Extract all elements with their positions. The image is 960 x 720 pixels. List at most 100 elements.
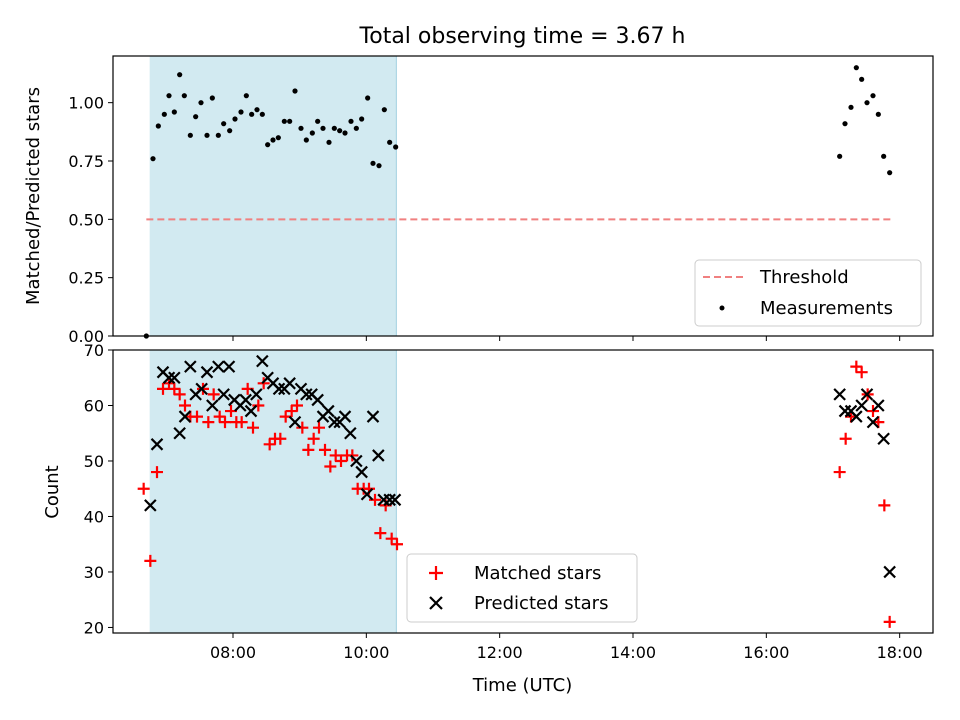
bottom-y-tick-label: 30: [84, 563, 104, 582]
top-x-ticks: [232, 336, 901, 341]
measurement-point: [171, 109, 177, 115]
predicted-star-point: [239, 393, 252, 407]
measurement-point: [320, 125, 326, 131]
matched-star-point: [335, 454, 347, 467]
measurement-point: [232, 116, 238, 122]
top-y-ticks: 0.00 0.25 0.50 0.75 1.00: [68, 94, 113, 346]
measurement-point: [842, 121, 848, 127]
measurement-point: [326, 139, 332, 145]
measurement-point: [337, 128, 343, 134]
predicted-star-point: [350, 454, 363, 468]
matched-star-point: [291, 399, 303, 412]
measurement-point: [265, 142, 271, 148]
top-shaded-interval: [149, 56, 397, 336]
predicted-star-point: [872, 399, 885, 412]
predicted-star-point: [272, 382, 286, 396]
measurement-point: [193, 114, 199, 120]
matched-star-point: [263, 438, 276, 451]
matched-star-point: [883, 615, 896, 628]
predicted-star-point: [162, 371, 176, 385]
matched-star-point: [173, 388, 186, 401]
predicted-star-point: [212, 360, 225, 373]
matched-star-point: [833, 466, 846, 479]
predicted-legend-swatch: [429, 596, 443, 610]
matched-star-point: [202, 416, 215, 429]
predicted-star-point: [311, 393, 324, 407]
matched-star-point: [168, 382, 181, 395]
matched-star-point: [191, 410, 203, 423]
predicted-star-point: [206, 399, 219, 412]
matched-star-point: [285, 405, 298, 418]
predicted-star-point: [222, 360, 236, 373]
measurement-point: [275, 135, 281, 141]
matched-star-point: [235, 416, 248, 429]
predicted-star-point: [833, 388, 846, 401]
measurement-point: [292, 88, 298, 94]
predicted-star-point: [173, 426, 186, 440]
measurement-point: [864, 100, 870, 106]
predicted-legend-label: Predicted stars: [474, 593, 608, 614]
matched-star-point: [179, 399, 191, 412]
bottom-x-tick-label: 14:00: [610, 643, 656, 662]
predicted-star-point: [344, 426, 357, 440]
measurement-point: [309, 130, 315, 136]
measurement-point: [381, 107, 387, 113]
measurement-point: [370, 160, 376, 166]
predicted-star-point: [866, 415, 880, 429]
bottom-y-tick-label: 60: [84, 396, 104, 415]
measurement-point: [315, 118, 321, 124]
measurement-point: [342, 130, 348, 136]
measurement-point: [387, 139, 393, 145]
bottom-y-axis-label: Count: [42, 465, 63, 518]
matched-star-point: [137, 482, 150, 495]
matched-star-point: [207, 388, 220, 401]
matched-legend-swatch: [429, 566, 443, 580]
predicted-star-point: [283, 377, 296, 390]
measurement-point: [249, 111, 255, 117]
measurement-point: [353, 125, 359, 131]
bottom-axes-frame: [112, 349, 934, 634]
measurement-point: [881, 153, 887, 159]
predicted-star-point: [355, 465, 368, 479]
measurement-point: [870, 93, 876, 99]
bottom-x-tick-label: 12:00: [477, 643, 523, 662]
measurement-point: [848, 104, 854, 110]
matched-star-point: [252, 399, 265, 412]
predicted-star-point: [244, 404, 258, 418]
matched-star-point: [213, 410, 226, 423]
measurement-point: [209, 95, 215, 101]
predicted-star-point: [860, 388, 874, 401]
bottom-x-tick-label: 08:00: [210, 643, 256, 662]
bottom-series: [137, 354, 896, 628]
measurement-point: [331, 125, 337, 131]
bottom-x-tick-label: 16:00: [743, 643, 789, 662]
top-y-tick-label: 0.25: [68, 269, 104, 288]
matched-star-point: [324, 460, 337, 473]
matched-star-point: [855, 366, 868, 379]
bottom-legend: Matched stars Predicted stars: [406, 553, 638, 623]
top-y-tick-label: 0.00: [68, 327, 104, 346]
matched-stars-series: [137, 360, 896, 628]
predicted-star-point: [366, 410, 380, 423]
matched-legend-label: Matched stars: [474, 563, 601, 584]
measurement-point: [875, 111, 881, 117]
matched-star-point: [157, 382, 169, 395]
matched-star-point: [151, 466, 163, 479]
bottom-y-tick-label: 20: [84, 618, 104, 637]
predicted-star-point: [383, 493, 396, 507]
bottom-legend-box: [406, 553, 638, 623]
x-axis-label: Time (UTC): [472, 675, 573, 696]
matched-star-point: [878, 499, 891, 512]
predicted-star-point: [855, 399, 868, 412]
measurement-point: [859, 76, 865, 82]
matched-star-point: [839, 432, 852, 445]
matched-star-point: [850, 360, 863, 373]
matched-star-point: [313, 421, 325, 434]
measurement-point: [204, 132, 210, 138]
bottom-panel: 20 30 40 50 60 70 08:00 10:00 12:00 14:00 16:00 18…: [42, 341, 934, 696]
predicted-star-point: [300, 388, 313, 401]
predicted-star-point: [217, 388, 230, 401]
measurement-point: [254, 107, 260, 113]
measurement-point: [181, 93, 187, 99]
